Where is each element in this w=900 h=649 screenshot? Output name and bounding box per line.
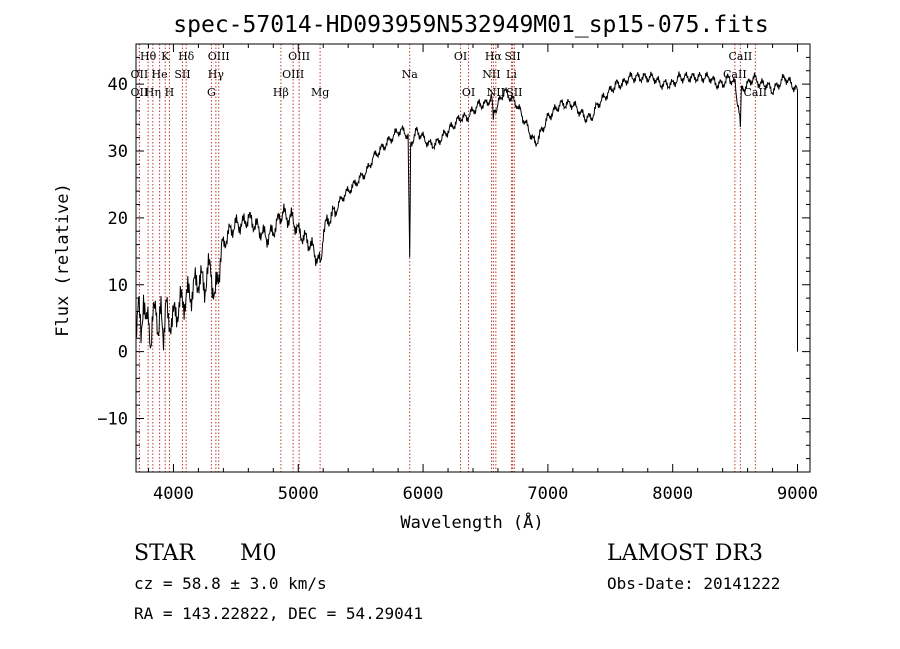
spectral-line-label: K [161,50,170,63]
y-axis-label: Flux (relative) [53,183,73,337]
spectrum-line [135,71,798,352]
object-subclass: M0 [240,541,277,566]
y-tick-label: 0 [118,343,128,363]
spectral-line-label: Na [402,68,419,81]
y-tick-label: 10 [108,276,128,296]
x-tick-label: 7000 [527,484,568,504]
x-tick-label: 9000 [777,484,818,504]
y-tick-label: 20 [108,209,128,229]
spectral-line-label: Hα [485,50,503,63]
survey-name: LAMOST DR3 [607,541,763,566]
object-class: STAR [134,541,196,566]
x-tick-label: 5000 [278,484,319,504]
x-tick-label: 4000 [153,484,194,504]
x-axis-label: Wavelength (Å) [400,511,543,533]
spectral-line-label: OII [131,68,149,81]
y-axis-ticks: −10 0 10 20 30 40 [97,56,810,460]
observation-date: Obs-Date: 20141222 [607,574,780,593]
spectrum-series [135,71,798,352]
spectral-line-label: OIII [208,50,230,63]
plot-frame [135,43,811,473]
spectral-line-label: Hβ [273,86,289,99]
spectral-line-label: NII [482,68,500,81]
x-tick-label: 8000 [652,484,693,504]
redshift-value: cz = 58.8 ± 3.0 km/s [134,574,327,593]
x-axis-ticks: 4000 5000 6000 7000 8000 9000 [147,44,818,504]
spectral-line-label: CaII [743,86,767,99]
y-tick-label: −10 [97,410,128,430]
spectral-line-label: SII [174,68,190,81]
spectral-line-label: SII [506,86,522,99]
spectral-line-label: OI [462,86,475,99]
spectral-line-label: Mg [311,86,329,99]
spectral-line-label: CaII [729,50,753,63]
chart-title: spec-57014-HD093959N532949M01_sp15-075.f… [173,12,768,38]
spectral-line-label: Li [506,68,517,81]
spectral-line-label: H [165,86,175,99]
spectral-line-label: Hδ [178,50,195,63]
x-tick-label: 6000 [403,484,444,504]
spectral-line-label: OI [454,50,467,63]
coordinates: RA = 143.22822, DEC = 54.29041 [134,604,423,623]
spectral-line-label: Hη [145,86,161,99]
spectral-line-label: G [207,86,216,99]
spectral-lines-layer [138,44,756,472]
spectral-line-label: Hθ [140,50,157,63]
spectral-line-label: CaII [723,68,747,81]
y-tick-label: 30 [108,142,128,162]
spectral-line-label: Hγ [208,68,225,81]
y-tick-label: 40 [108,75,128,95]
spectral-line-label: OIII [282,68,304,81]
spectral-line-label: OII [131,86,149,99]
spectral-line-label: OIII [288,50,310,63]
spectral-line-label: SII [504,50,520,63]
spectral-line-label: He [152,68,168,81]
